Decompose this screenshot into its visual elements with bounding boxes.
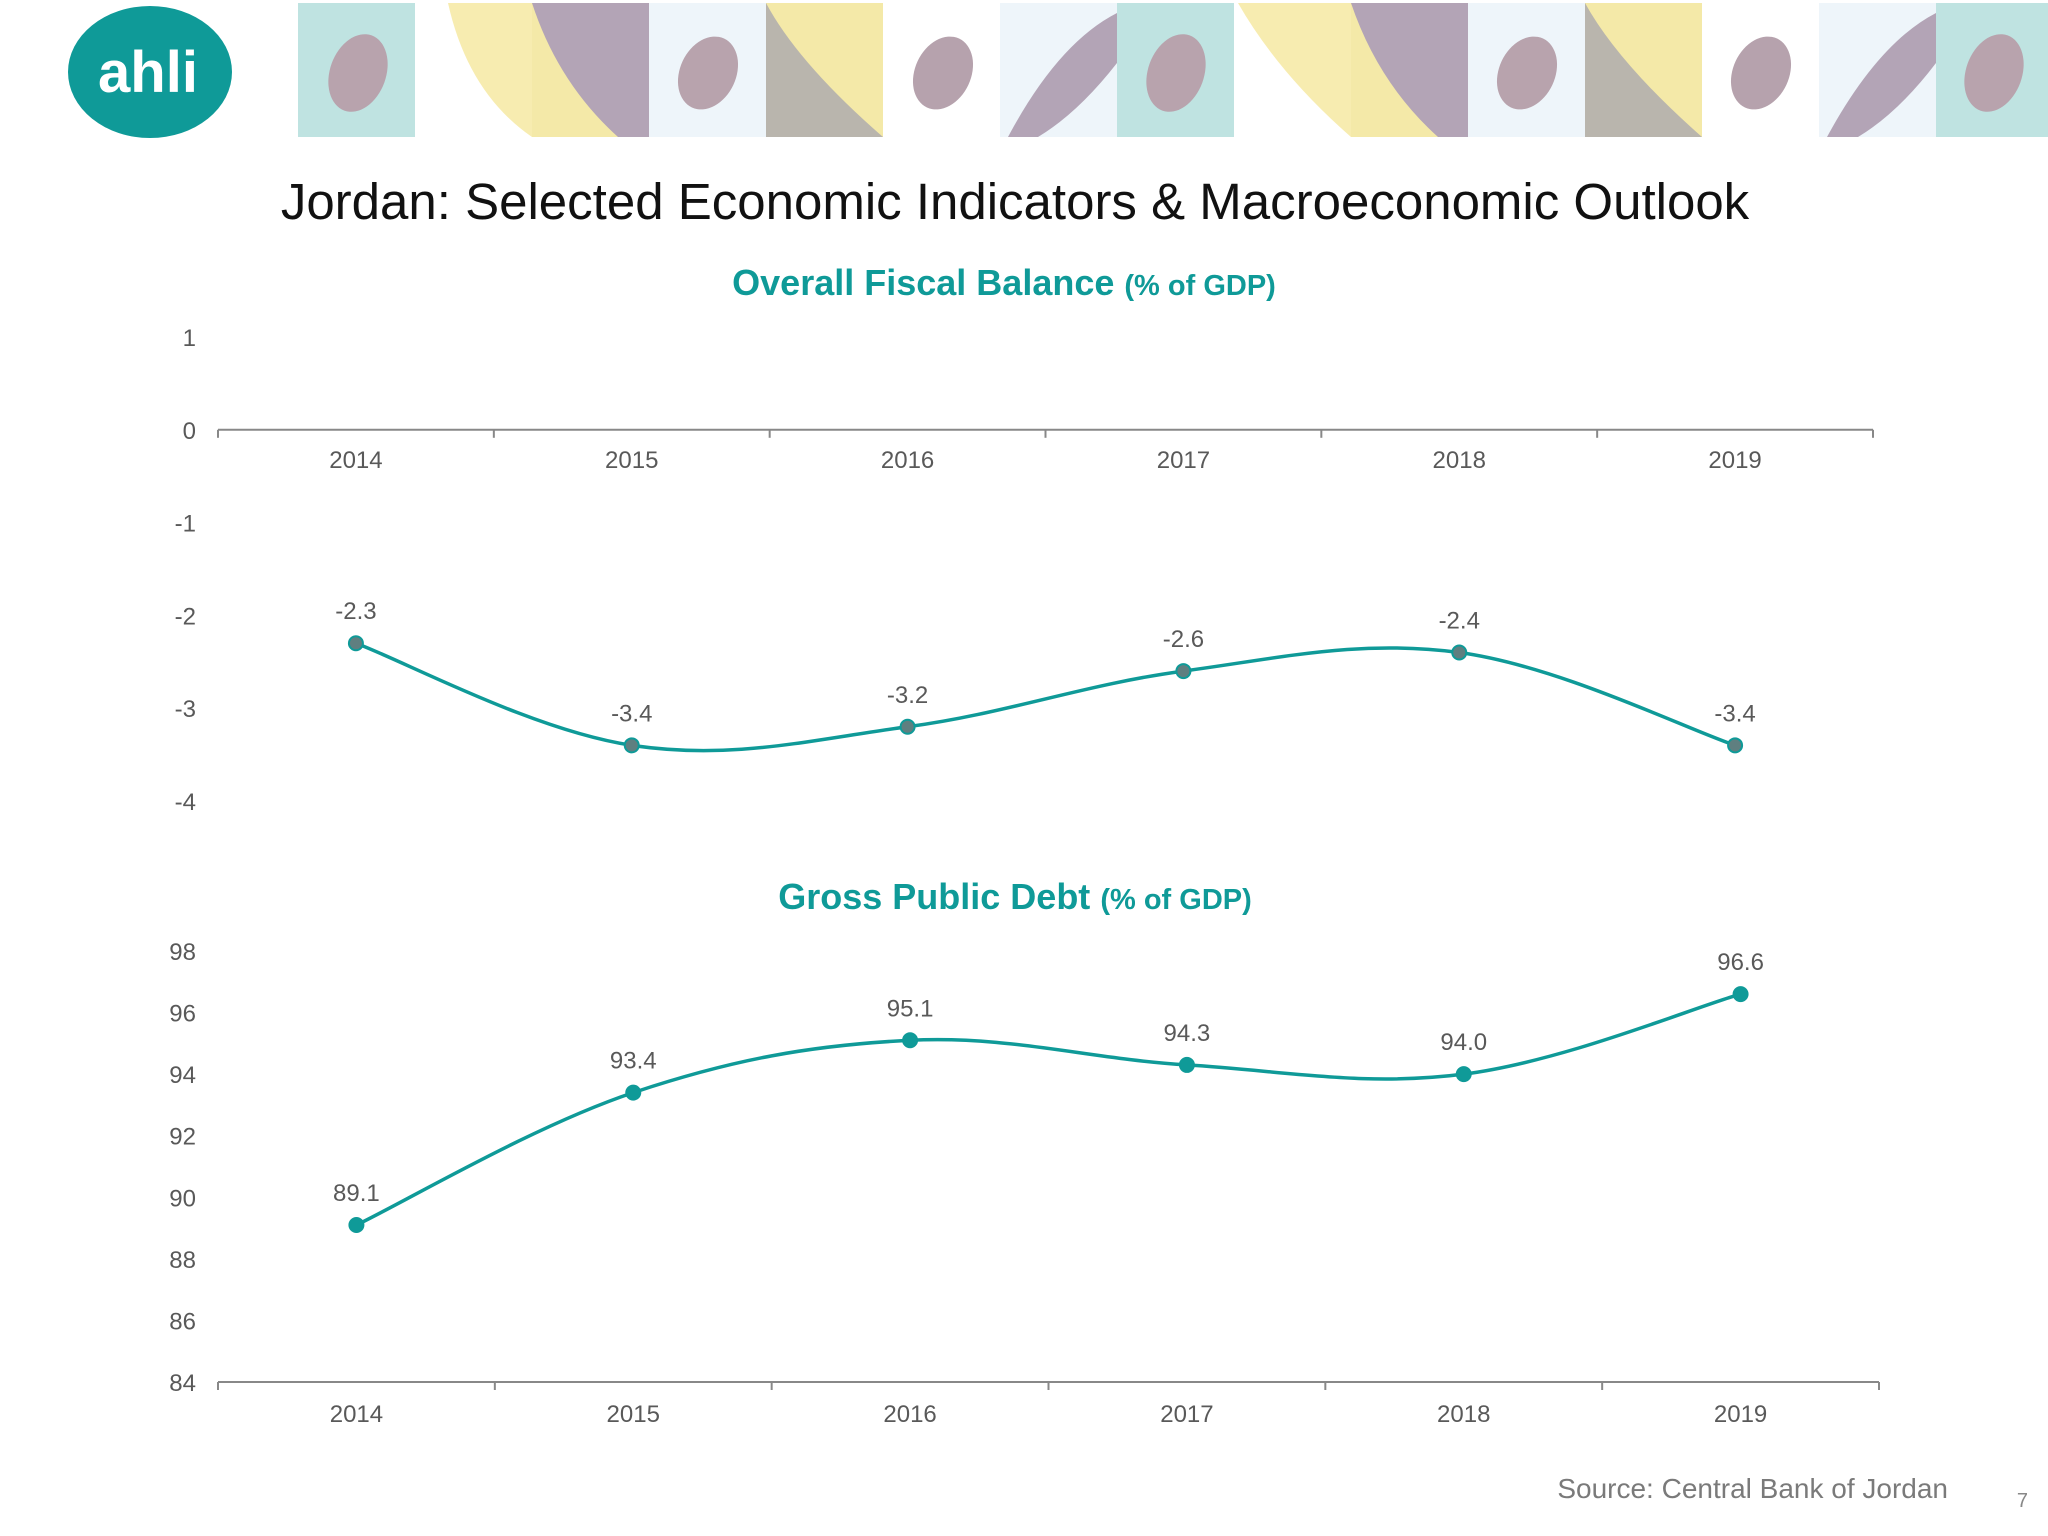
gross-public-debt-y-tick-label: 96 bbox=[169, 1001, 196, 1028]
source-note: Source: Central Bank of Jordan bbox=[1557, 1473, 1948, 1504]
fiscal-balance-data-point bbox=[1727, 737, 1744, 754]
fiscal-balance-y-tick-label: 1 bbox=[183, 325, 196, 352]
fiscal-balance-x-tick-label: 2016 bbox=[881, 447, 934, 474]
gross-public-debt-data-label: 94.0 bbox=[1440, 1029, 1487, 1056]
gross-public-debt-x-tick-label: 2017 bbox=[1160, 1401, 1213, 1428]
fiscal-balance-y-tick-label: -1 bbox=[175, 511, 196, 538]
fiscal-balance-data-label: -3.4 bbox=[611, 700, 652, 727]
fiscal-balance-x-tick-label: 2019 bbox=[1708, 447, 1761, 474]
gross-public-debt-x-tick-label: 2019 bbox=[1714, 1401, 1767, 1428]
fiscal-balance-data-point bbox=[899, 718, 916, 735]
fiscal-balance-data-label: -2.3 bbox=[335, 598, 376, 625]
gross-public-debt-y-tick-label: 86 bbox=[169, 1308, 196, 1335]
gross-public-debt-data-point bbox=[625, 1084, 642, 1101]
gross-public-debt-x-tick-label: 2016 bbox=[883, 1401, 936, 1428]
gross-public-debt-data-label: 94.3 bbox=[1164, 1020, 1211, 1047]
gross-public-debt-data-point bbox=[348, 1216, 365, 1233]
gross-public-debt-y-tick-label: 92 bbox=[169, 1124, 196, 1151]
gross-public-debt-data-label: 95.1 bbox=[887, 995, 934, 1022]
gross-public-debt-data-label: 89.1 bbox=[333, 1180, 380, 1207]
fiscal-balance-y-tick-label: 0 bbox=[183, 418, 196, 445]
gross-public-debt-data-point bbox=[902, 1032, 919, 1049]
banner-tile bbox=[1468, 3, 1585, 137]
fiscal-balance-data-label: -2.6 bbox=[1163, 626, 1204, 653]
banner-tile bbox=[298, 3, 415, 137]
gross-public-debt-title-text: Gross Public Debt bbox=[778, 876, 1091, 917]
fiscal-balance-y-tick-label: -3 bbox=[175, 696, 196, 723]
fiscal-balance-x-tick-label: 2017 bbox=[1157, 447, 1210, 474]
fiscal-balance-data-point bbox=[347, 635, 364, 652]
gross-public-debt-series-line bbox=[355, 992, 1742, 1227]
gross-public-debt-x-tick-label: 2015 bbox=[607, 1401, 660, 1428]
banner-tile bbox=[1819, 3, 1936, 137]
gross-public-debt-data-label: 96.6 bbox=[1717, 949, 1764, 976]
fiscal-balance-data-point bbox=[1451, 644, 1468, 661]
banner-tile bbox=[532, 3, 649, 137]
gross-public-debt-y-tick-label: 98 bbox=[169, 939, 196, 966]
banner-tile bbox=[1585, 3, 1702, 137]
banner-tile bbox=[1702, 3, 1819, 137]
gross-public-debt-y-tick-label: 88 bbox=[169, 1247, 196, 1274]
banner-tile bbox=[766, 3, 883, 137]
gross-public-debt-x-tick-label: 2018 bbox=[1437, 1401, 1490, 1428]
logo-ellipse bbox=[68, 6, 232, 138]
fiscal-balance-y-tick-label: -4 bbox=[175, 789, 196, 816]
banner-tile bbox=[1234, 3, 1351, 137]
banner-tile bbox=[1117, 3, 1234, 137]
logo-text: ahli bbox=[98, 40, 198, 105]
fiscal-balance-data-label: -3.4 bbox=[1714, 700, 1755, 727]
fiscal-balance-data-label: -3.2 bbox=[887, 682, 928, 709]
fiscal-balance-series-line bbox=[355, 641, 1736, 753]
banner-tile bbox=[649, 3, 766, 137]
banner-tile bbox=[883, 3, 1000, 137]
fiscal-balance-data-label: -2.4 bbox=[1439, 608, 1480, 635]
gross-public-debt-y-tick-label: 90 bbox=[169, 1185, 196, 1212]
decorative-pattern-banner bbox=[298, 3, 2048, 137]
page-title: Jordan: Selected Economic Indicators & M… bbox=[280, 173, 1750, 230]
banner-tile bbox=[1000, 3, 1117, 137]
banner-tile bbox=[415, 3, 532, 137]
gross-public-debt-x-tick-label: 2014 bbox=[330, 1401, 383, 1428]
fiscal-balance-x-tick-label: 2014 bbox=[329, 447, 382, 474]
fiscal-balance-chart: 1 0 -1 -2 -3 -4 2014 2015 2016 2017 2018 2019 -2.3 -3… bbox=[175, 325, 1874, 816]
gross-public-debt-data-point bbox=[1178, 1056, 1195, 1073]
fiscal-balance-title-text: Overall Fiscal Balance bbox=[732, 262, 1115, 303]
gross-public-debt-data-point bbox=[1732, 986, 1749, 1003]
fiscal-balance-data-point bbox=[623, 737, 640, 754]
gross-public-debt-y-tick-label: 84 bbox=[169, 1370, 196, 1397]
fiscal-balance-x-tick-label: 2018 bbox=[1433, 447, 1486, 474]
gross-public-debt-data-point bbox=[1455, 1066, 1472, 1083]
gross-public-debt-chart-title: Gross Public Debt (% of GDP) bbox=[0, 876, 2048, 918]
banner-tile bbox=[1351, 3, 1468, 137]
gross-public-debt-data-label: 93.4 bbox=[610, 1048, 657, 1075]
fiscal-balance-title-unit: (% of GDP) bbox=[1124, 270, 1276, 302]
fiscal-balance-data-point bbox=[1175, 663, 1192, 680]
page-number: 7 bbox=[2016, 1490, 2028, 1512]
banner-tile bbox=[1936, 3, 2048, 137]
gross-public-debt-title-unit: (% of GDP) bbox=[1100, 884, 1252, 916]
gross-public-debt-y-tick-label: 94 bbox=[169, 1062, 196, 1089]
fiscal-balance-y-tick-label: -2 bbox=[175, 603, 196, 630]
ahli-logo: ahli bbox=[68, 6, 232, 138]
fiscal-balance-x-tick-label: 2015 bbox=[605, 447, 658, 474]
gross-public-debt-chart: 98 96 94 92 90 88 86 84 2014 2015 2016 2017 2018 2019… bbox=[169, 939, 1880, 1428]
fiscal-balance-chart-title: Overall Fiscal Balance (% of GDP) bbox=[0, 262, 2048, 304]
